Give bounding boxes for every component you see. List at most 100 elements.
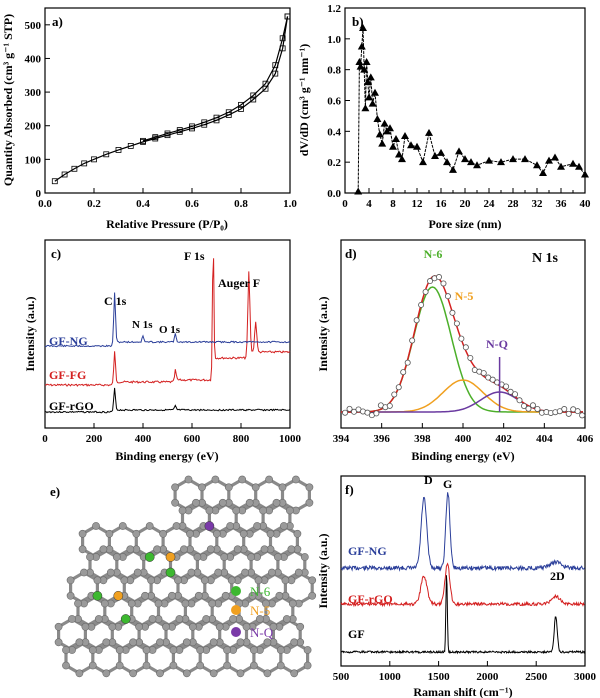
carbon-atom [86,553,94,561]
carbon-atom [141,591,149,600]
carbon-atom [147,576,155,585]
panel-c-frame [44,239,291,429]
raw-data-point [529,402,536,409]
carbon-atom [288,599,297,608]
raw-data-point [489,376,496,383]
panel-f: f) 500 1000 1500 2000 2500 3000 GF-NG GF-rGO … [316,473,597,698]
carbon-atom [211,475,220,484]
carbon-atom [75,669,84,678]
panel-a-label: a) [52,14,63,29]
carbon-atom [279,522,288,530]
label-nq: N-Q [486,337,508,351]
carbon-atom [205,506,214,515]
isotherm-point [103,151,110,158]
pore-point [413,142,421,150]
panel-a-xtick-label: 0.2 [87,198,101,210]
carbon-atom [263,638,272,647]
pore-point [380,119,389,127]
raw-data-point [386,402,393,409]
carbon-atom [99,545,108,554]
carbon-atom [305,498,314,507]
carbon-atom [290,638,299,647]
raw-data-point [503,383,510,390]
panel-a-ytick-label: 500 [25,20,42,32]
raw-data-point [346,405,353,412]
carbon-atom [188,622,197,631]
panel-e-label: e) [50,484,60,499]
panel-b-ytick-label: 1.2 [327,3,341,15]
carbon-atom [282,615,291,623]
carbon-atom [80,568,88,577]
pore-point [485,156,493,164]
raw-data-point [391,391,398,398]
carbon-atom [267,568,276,577]
carbon-atom [145,522,154,530]
pore-point [545,156,553,164]
carbon-atom [276,646,285,654]
carbon-atom [296,622,305,631]
carbon-atom [293,529,302,538]
series-line-gf-rgo [44,387,291,414]
carbon-atom [254,576,263,585]
label-n5: N-5 [455,289,474,303]
isotherm-point [213,114,220,121]
raw-data-point [351,408,358,415]
isotherm-point [91,156,97,163]
carbon-atom [66,591,75,600]
isotherm-point [81,160,88,167]
carbon-atom [62,661,70,670]
dopant-n6 [144,552,155,562]
carbon-atom [242,622,251,631]
panel-e: e) N-6 N-5 N-Q [50,475,317,678]
carbon-atom [172,522,181,530]
legend-gf-fg: GF-FG [49,368,86,382]
pore-point [395,150,403,158]
panel-a-xtick-label: 0.4 [136,198,150,210]
carbon-atom [78,529,87,538]
carbon-atom [200,576,209,585]
series-line-gf-ng [44,292,291,348]
panel-d-ticks: 394 396 398 400 402 404 406 [333,423,594,445]
carbon-atom [269,622,278,631]
isotherm-point [262,80,269,87]
carbon-atom [285,506,294,515]
carbon-atom [168,591,176,600]
isotherm-point [250,92,257,99]
panel-f-ticks: 500 1000 1500 2000 2500 3000 [333,661,597,683]
pore-point [461,155,469,163]
panel-a-ytick-label: 300 [25,87,42,99]
annot-f1s: F 1s [184,249,205,263]
panel-c-xtick-label: 600 [184,433,201,445]
carbon-atom [182,669,191,678]
carbon-atom [275,591,284,600]
isotherm-point [140,137,146,144]
carbon-atom [54,638,63,647]
pore-point [521,155,529,163]
carbon-atom [218,498,227,507]
legend-marker-nq [231,627,241,637]
isotherm-point [127,143,134,149]
carbon-atom [178,506,187,515]
pore-point [497,158,505,166]
pore-point [361,104,370,112]
carbon-atom [223,661,231,670]
carbon-atom [249,661,258,670]
carbon-atom [290,669,299,678]
carbon-atom [129,669,137,678]
isotherm-point [176,127,183,133]
pore-point [509,155,517,163]
carbon-atom [232,506,241,515]
raw-data-point [409,337,416,344]
panel-b-xtick-label: 0 [342,198,348,210]
panel-f-frame [340,475,586,667]
panel-b-xtick-label: 12 [412,198,424,210]
panel-f-xtick-label: 2500 [525,671,548,683]
panel-f-label: f) [345,482,354,497]
raw-data-point [395,384,402,391]
carbon-atom [266,529,275,538]
panel-a-frame [44,7,291,194]
panel-b: b) 0246810121416182022242628303234363840… [297,3,591,231]
panel-a-ytick-label: 0 [36,188,42,200]
legend-nq: N-Q [250,625,274,640]
pore-point [354,187,363,195]
